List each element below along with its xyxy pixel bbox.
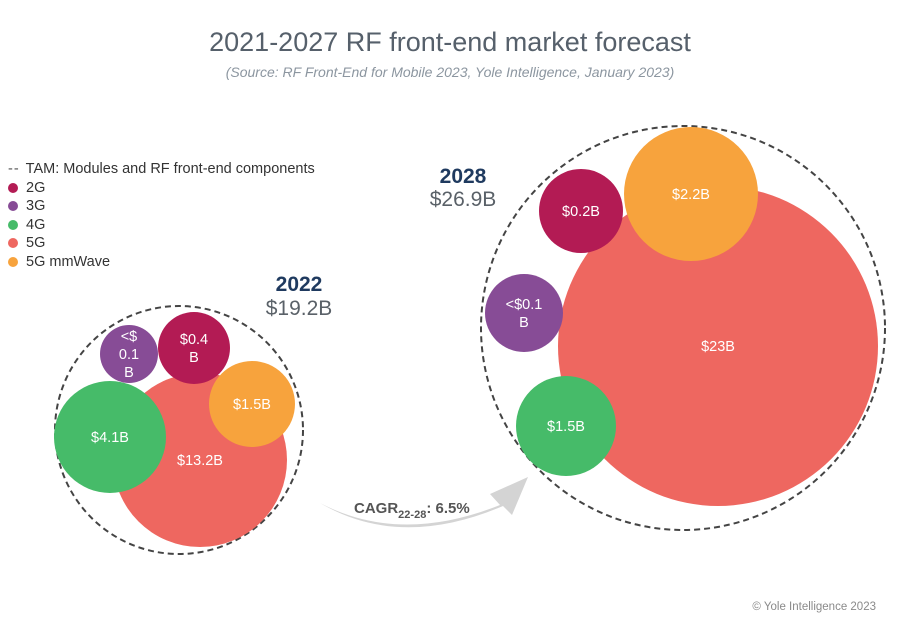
total-label-2028: $26.9B bbox=[430, 188, 497, 211]
legend-label-5g-mmwave: 5G mmWave bbox=[26, 253, 111, 270]
chart-subtitle: (Source: RF Front-End for Mobile 2023, Y… bbox=[225, 64, 675, 80]
legend: -- TAM: Modules and RF front-end compone… bbox=[8, 160, 315, 271]
cagr-arrow-icon bbox=[320, 477, 528, 528]
legend-item-4g: 4G bbox=[8, 216, 315, 235]
legend-swatch-2g bbox=[8, 182, 18, 193]
bubble-2028-4g bbox=[516, 376, 616, 476]
total-label-2022: $19.2B bbox=[266, 297, 333, 320]
bubble-2022-2g bbox=[158, 312, 230, 384]
legend-item-tam: -- TAM: Modules and RF front-end compone… bbox=[8, 160, 315, 179]
bubble-label-2022-4g: $4.1B bbox=[91, 430, 129, 446]
bubble-2028-2g bbox=[539, 169, 623, 253]
legend-item-2g: 2G bbox=[8, 179, 315, 198]
legend-swatch-4g bbox=[8, 219, 18, 230]
bubble-2022-5g-mmwave bbox=[209, 361, 295, 447]
cagr-label: CAGR22-28: 6.5% bbox=[354, 500, 470, 521]
legend-item-3g: 3G bbox=[8, 197, 315, 216]
legend-label-5g: 5G bbox=[26, 235, 46, 252]
chart-title: 2021-2027 RF front-end market forecast bbox=[209, 27, 691, 57]
bubble-label-2022-3g: <$ 0.1 B bbox=[119, 329, 139, 381]
legend-label-4g: 4G bbox=[26, 216, 46, 233]
year-label-2022: 2022 bbox=[276, 273, 323, 296]
legend-label-2g: 2G bbox=[26, 179, 46, 196]
tam-circle-2022 bbox=[54, 305, 304, 555]
bubble-label-2022-5g-mmwave: $1.5B bbox=[233, 397, 271, 413]
legend-label-3g: 3G bbox=[26, 198, 46, 215]
bubble-label-2028-3g: <$0.1 B bbox=[506, 297, 543, 331]
bubble-label-2028-2g: $0.2B bbox=[562, 204, 600, 220]
bubble-2022-3g bbox=[100, 325, 158, 383]
year-label-2028: 2028 bbox=[440, 165, 487, 188]
legend-item-5g: 5G bbox=[8, 234, 315, 253]
legend-swatch-5g bbox=[8, 238, 18, 249]
bubble-label-2028-5g: $23B bbox=[701, 339, 735, 355]
dashed-line-icon: -- bbox=[8, 161, 20, 178]
bubble-label-2028-5g-mmwave: $2.2B bbox=[672, 187, 710, 203]
copyright: © Yole Intelligence 2023 bbox=[752, 601, 876, 613]
bubble-2022-4g bbox=[54, 381, 166, 493]
legend-swatch-5g-mmwave bbox=[8, 256, 18, 267]
bubble-label-2022-2g: $0.4 B bbox=[180, 332, 208, 366]
bubble-2028-5g-mmwave bbox=[624, 127, 758, 261]
bubble-label-2022-5g: $13.2B bbox=[177, 453, 223, 469]
legend-swatch-3g bbox=[8, 201, 18, 212]
bubble-label-2028-4g: $1.5B bbox=[547, 419, 585, 435]
legend-label-tam: TAM: Modules and RF front-end components bbox=[25, 161, 315, 178]
legend-item-5g-mmwave: 5G mmWave bbox=[8, 253, 315, 272]
bubble-2028-3g bbox=[485, 274, 563, 352]
tam-circle-2028 bbox=[480, 125, 886, 531]
bubble-2028-5g bbox=[558, 186, 878, 506]
